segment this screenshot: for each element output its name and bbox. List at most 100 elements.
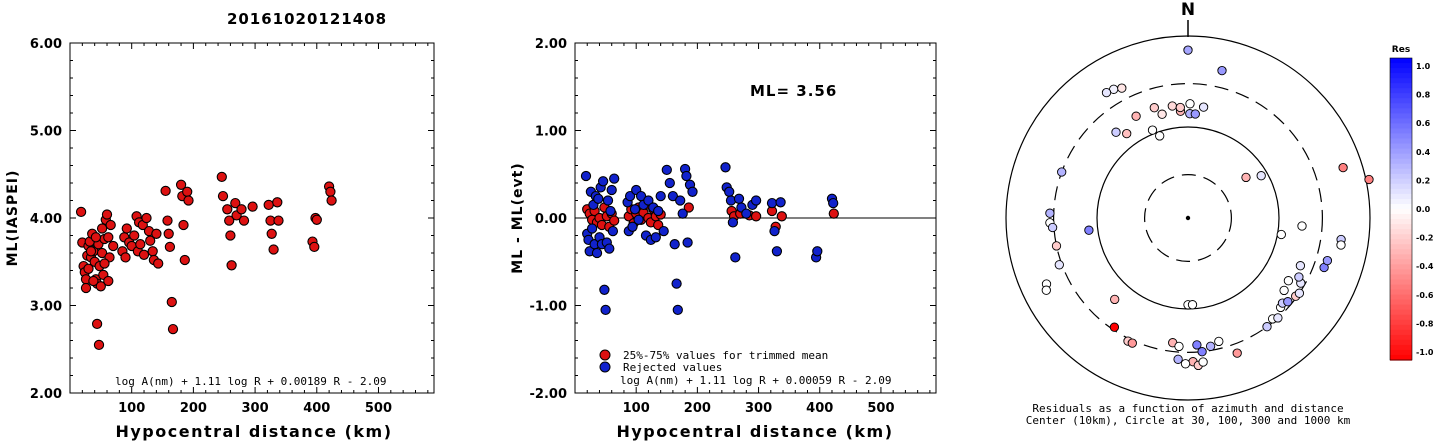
colorbar: Res 1.0 0.8 0.6 0.4 0.2 0.0 -0.2 -0.4 -0.6 -0.8 -1…: [1389, 45, 1434, 361]
formula-text: log A(nm) + 1.11 log R + 0.00189 R - 2.0…: [115, 375, 387, 388]
data-point: [609, 215, 620, 226]
x-tick-label: 300: [242, 401, 269, 416]
data-point: [230, 197, 241, 209]
data-point: [99, 258, 110, 269]
legend-marker-trimmed: [599, 349, 611, 361]
x-tick-label: 200: [180, 401, 207, 416]
data-point: [95, 281, 106, 292]
caption-line-1: Residuals as a function of azimuth and d…: [1032, 402, 1343, 415]
data-point: [166, 296, 177, 308]
station-point: [1262, 322, 1272, 332]
data-point: [135, 239, 146, 250]
colorbar-segment: [1390, 309, 1412, 316]
station-point: [1336, 240, 1346, 250]
x-tick-label: 200: [684, 401, 711, 416]
ring-1000km: [1005, 35, 1371, 401]
station-point: [1101, 87, 1112, 98]
colorbar-tick-label: 0.2: [1416, 176, 1430, 185]
data-point: [653, 205, 664, 217]
x-axis: 100 200 300 400 500: [81, 43, 429, 416]
data-point: [151, 228, 162, 239]
data-point: [96, 247, 108, 259]
data-point: [741, 208, 752, 219]
station-point: [1283, 276, 1294, 286]
colorbar-segment: [1390, 98, 1412, 104]
station-point: [1197, 347, 1207, 357]
formula-text: log A(nm) + 1.11 log R + 0.00059 R - 2.0…: [620, 374, 892, 387]
data-point: [682, 237, 693, 248]
data-point: [167, 323, 179, 335]
x-tick-label: 400: [806, 401, 833, 416]
station-point: [1174, 341, 1184, 352]
colorbar-segment: [1390, 259, 1412, 265]
data-points: [580, 162, 839, 316]
colorbar-segment: [1390, 209, 1412, 215]
station-point: [1054, 260, 1064, 270]
data-point: [609, 173, 620, 184]
data-point: [604, 243, 615, 254]
colorbar-segment: [1390, 289, 1412, 296]
colorbar-segment: [1390, 279, 1412, 286]
data-point: [163, 228, 174, 239]
colorbar-segment: [1390, 108, 1412, 114]
data-point: [263, 199, 274, 211]
station-point: [1185, 99, 1195, 109]
station-point: [1047, 222, 1058, 233]
station-point: [1041, 285, 1051, 295]
y-tick-label: 6.00: [30, 37, 62, 52]
data-point: [750, 211, 762, 222]
colorbar-segment: [1390, 249, 1412, 255]
data-point: [629, 204, 641, 215]
station-point: [1338, 162, 1348, 173]
legend-label-rejected: Rejected values: [623, 361, 722, 374]
data-point: [226, 260, 237, 271]
colorbar-segment: [1390, 93, 1412, 99]
data-point: [238, 215, 250, 226]
data-point: [724, 186, 735, 197]
x-tick-label: 400: [303, 401, 330, 416]
y-tick-label: 2.00: [30, 387, 62, 402]
colorbar-segment: [1390, 113, 1412, 119]
x-axis-label: Hypocentral distance (km): [115, 422, 392, 441]
data-point: [236, 204, 247, 215]
data-point: [160, 185, 171, 197]
station-point: [1214, 336, 1224, 347]
colorbar-segment: [1390, 168, 1412, 175]
station-point: [1198, 357, 1208, 367]
data-point: [216, 171, 227, 183]
data-point: [326, 195, 337, 206]
x-tick-label: 100: [118, 401, 145, 416]
panel-ml-iaspei: 6.00 5.00 4.00 3.00 2.00 100 200 300 400 500 ML(…: [5, 37, 435, 441]
colorbar-segment: [1390, 244, 1412, 250]
colorbar-segment: [1390, 143, 1412, 150]
station-point: [1256, 171, 1266, 181]
data-point: [671, 278, 682, 289]
north-label: N: [1181, 0, 1195, 20]
data-point: [655, 190, 666, 202]
colorbar-segment: [1390, 284, 1412, 291]
station-point: [1131, 111, 1141, 121]
colorbar-segment: [1390, 299, 1412, 306]
legend-marker-rejected: [599, 361, 611, 373]
y-axis-label: ML(IASPEI): [5, 170, 21, 267]
data-point: [311, 214, 322, 225]
data-point: [83, 263, 94, 274]
colorbar-segment: [1390, 78, 1412, 84]
y-tick-label: -1.00: [530, 300, 567, 315]
colorbar-segment: [1390, 344, 1412, 351]
data-point: [672, 304, 683, 316]
data-point: [93, 339, 105, 351]
data-point: [325, 186, 336, 197]
data-point: [247, 201, 258, 212]
colorbar-segment: [1390, 83, 1412, 89]
station-point: [1155, 131, 1165, 141]
station-point: [1297, 221, 1307, 231]
colorbar-segment: [1390, 188, 1412, 195]
data-point: [121, 223, 132, 234]
data-point: [667, 190, 679, 202]
colorbar-segment: [1390, 304, 1412, 311]
colorbar-segment: [1390, 183, 1412, 190]
data-point: [828, 208, 839, 219]
station-point: [1294, 272, 1304, 282]
station-markers: [1041, 45, 1374, 371]
